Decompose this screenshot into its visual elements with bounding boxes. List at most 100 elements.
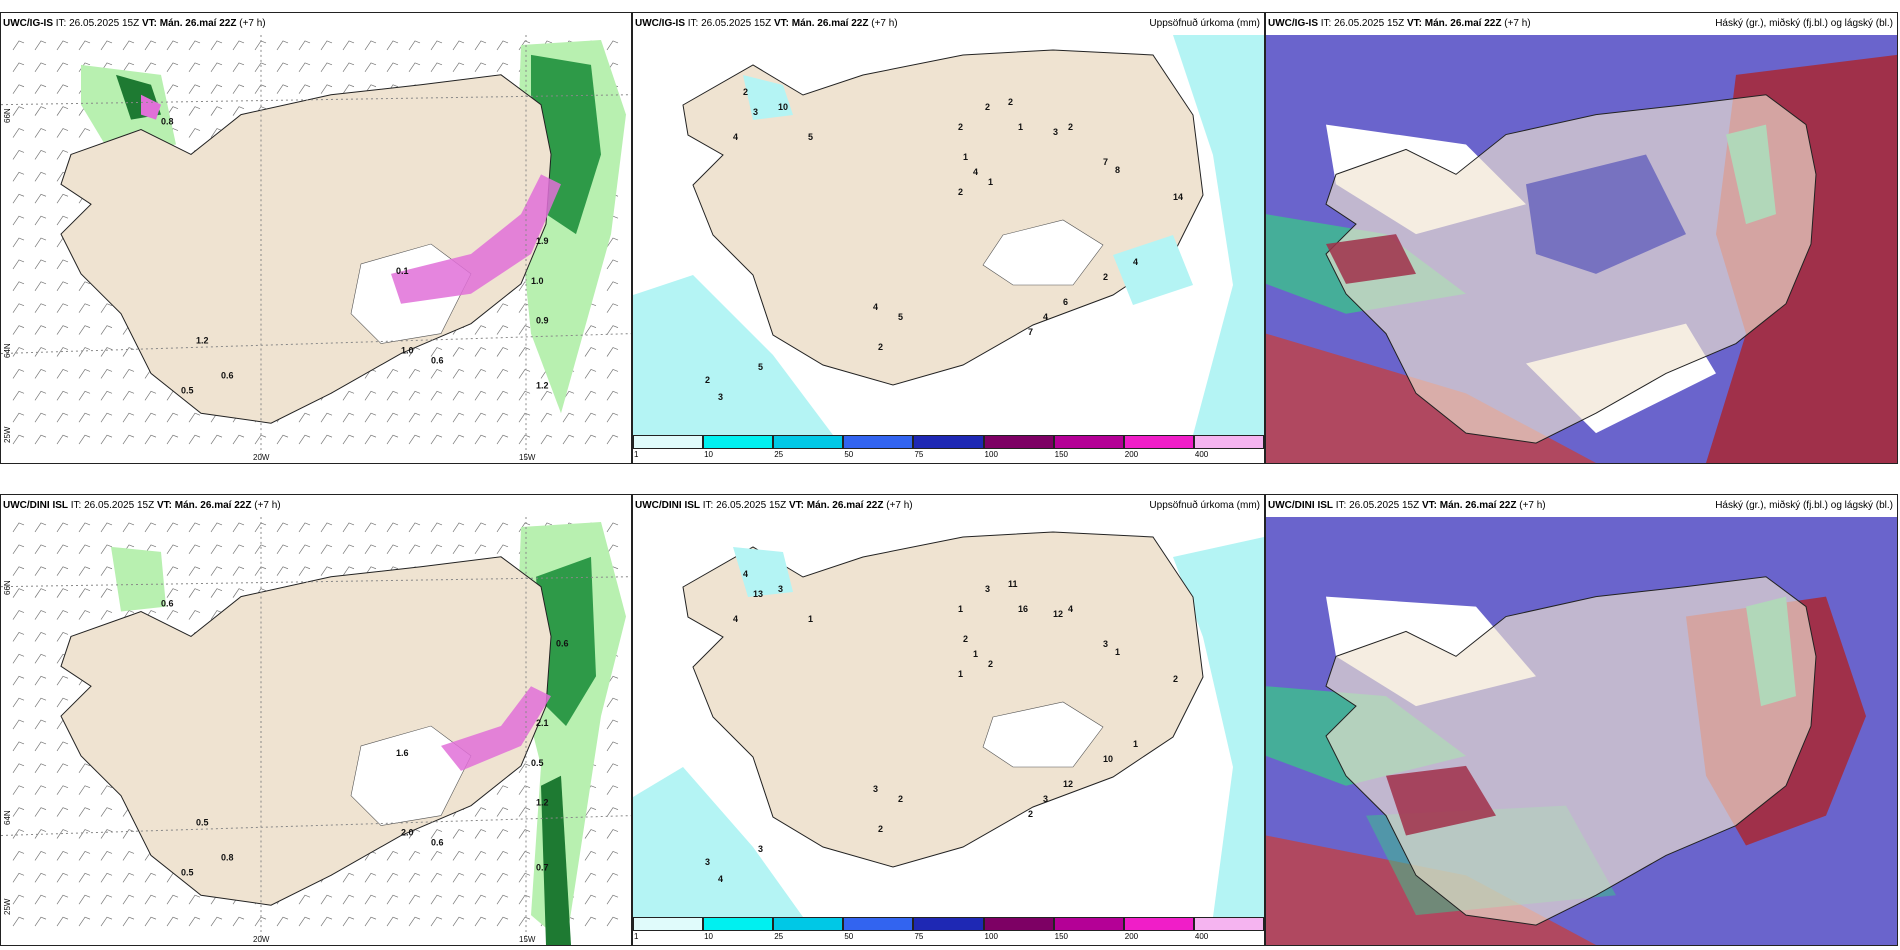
wind-barb <box>430 829 443 839</box>
vt-value: Mán. 26.maí 22Z <box>174 500 252 511</box>
wind-barb <box>34 412 47 423</box>
wind-barb <box>56 829 69 839</box>
wind-barb <box>298 412 311 423</box>
wind-barb <box>34 434 47 445</box>
magenta-patch-nw <box>141 94 161 120</box>
wind-barb <box>210 610 223 620</box>
wind-barb <box>12 741 25 752</box>
vt-label: VT: <box>773 18 789 29</box>
wind-barb <box>78 369 91 379</box>
green-patch-nw <box>111 546 166 612</box>
value-label: 12 <box>1063 779 1073 789</box>
lon-label-15: 15W <box>519 453 536 462</box>
it-label: IT: <box>702 500 714 511</box>
wind-barb <box>254 62 267 73</box>
wind-barb <box>100 347 113 357</box>
wind-barb <box>12 150 25 160</box>
value-label: 2 <box>958 187 963 197</box>
wind-barb <box>518 369 531 379</box>
value-label: 16 <box>1018 604 1028 614</box>
wind-barb <box>56 807 69 817</box>
wind-barb <box>100 872 113 883</box>
wind-barb <box>12 259 25 270</box>
value-label: 4 <box>873 302 878 312</box>
wind-barb <box>56 369 69 379</box>
wind-barb <box>298 40 311 51</box>
value-label: 4 <box>743 569 748 579</box>
panel-precip-bottom: UWC/DINI ISL IT: 26.05.2025 15Z VT: Mán.… <box>632 494 1265 946</box>
wind-barb <box>210 916 223 927</box>
value-label: 1.2 <box>536 798 549 808</box>
wind-barb <box>408 369 421 379</box>
wind-barb <box>12 84 25 94</box>
wind-map-svg: 0.6 0.5 0.8 0.5 2.0 0.6 1.2 0.7 1.6 2.1 0.5 0.6 <box>1 517 631 945</box>
it-value: 26.05.2025 15Z <box>1349 500 1420 511</box>
wind-barb <box>188 412 201 423</box>
value-label: 0.6 <box>431 837 444 847</box>
wind-barb <box>606 369 619 379</box>
wind-barb <box>364 872 377 883</box>
wind-barb <box>342 566 355 576</box>
wind-barb <box>12 171 25 182</box>
value-label: 1.2 <box>536 380 549 390</box>
wind-barb <box>166 40 179 51</box>
wind-barb <box>166 916 179 927</box>
wind-barb <box>34 544 47 555</box>
wind-barb <box>584 390 597 401</box>
lon-label-25: 25W <box>3 426 12 443</box>
wind-barb <box>34 259 47 270</box>
wind-barb <box>342 522 355 533</box>
wind-barb <box>584 829 597 839</box>
value-label: 0.6 <box>161 599 174 609</box>
value-label: 2 <box>1103 272 1108 282</box>
wind-barb <box>606 697 619 708</box>
wind-barb <box>474 62 487 73</box>
wind-barb <box>276 544 289 555</box>
wind-barb <box>210 106 223 116</box>
lead-time: (+7 h) <box>871 18 898 29</box>
wind-barb <box>144 894 157 905</box>
wind-barb <box>408 544 421 555</box>
vt-value: Mán. 26.maí 22Z <box>159 18 237 29</box>
wind-barb <box>276 916 289 927</box>
wind-barb <box>342 872 355 883</box>
wind-barb <box>122 412 135 423</box>
wind-barb <box>606 807 619 817</box>
wind-barb <box>276 434 289 445</box>
colorbar-tick: 100 <box>984 932 998 941</box>
wind-barb <box>606 522 619 533</box>
wind-barb <box>34 916 47 927</box>
wind-barb <box>606 281 619 291</box>
panel-clouds-top: UWC/IG-IS IT: 26.05.2025 15Z VT: Mán. 26… <box>1265 12 1898 464</box>
wind-barb <box>78 785 91 795</box>
wind-barb <box>144 390 157 401</box>
wind-barb <box>56 62 69 73</box>
colorbar-tick: 1 <box>634 932 639 941</box>
it-label: IT: <box>687 18 699 29</box>
wind-barb <box>34 785 47 795</box>
wind-barb <box>56 84 69 94</box>
colorbar-segment <box>983 917 1054 931</box>
wind-barb <box>122 369 135 379</box>
wind-barb <box>78 544 91 555</box>
wind-barb <box>254 544 267 555</box>
wind-barb <box>166 894 179 905</box>
value-label: 3 <box>758 844 763 854</box>
wind-barb <box>408 40 421 51</box>
wind-barb <box>56 106 69 116</box>
value-label: 0.5 <box>196 818 209 828</box>
wind-barb <box>276 84 289 94</box>
wind-barb <box>474 412 487 423</box>
model-name: UWC/IG-IS <box>3 18 53 29</box>
value-label: 3 <box>873 784 878 794</box>
wind-barb <box>452 434 465 445</box>
wind-barb <box>34 894 47 905</box>
wind-barb <box>452 390 465 401</box>
wind-barb <box>144 522 157 533</box>
wind-barb <box>430 544 443 555</box>
wind-barb <box>12 829 25 839</box>
wind-barb <box>56 763 69 773</box>
wind-barb <box>496 390 509 401</box>
wind-barb <box>78 807 91 817</box>
wind-barb <box>518 763 531 773</box>
